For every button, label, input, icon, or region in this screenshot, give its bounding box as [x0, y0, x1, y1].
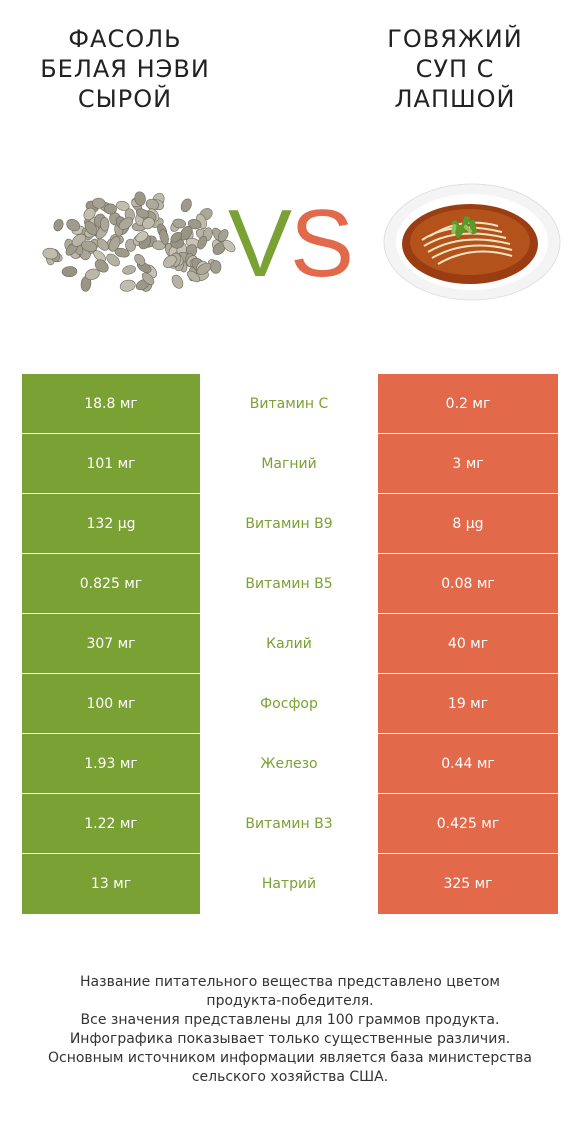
- right-value: 19 мг: [378, 674, 558, 733]
- nutrient-name: Калий: [200, 614, 378, 673]
- nutrient-name: Витамин B5: [200, 554, 378, 613]
- right-value: 3 мг: [378, 434, 558, 493]
- table-row: 0.825 мг Витамин B5 0.08 мг: [22, 554, 558, 614]
- left-value: 100 мг: [22, 674, 200, 733]
- table-row: 100 мг Фосфор 19 мг: [22, 674, 558, 734]
- left-value: 101 мг: [22, 434, 200, 493]
- right-value: 0.08 мг: [378, 554, 558, 613]
- left-value: 307 мг: [22, 614, 200, 673]
- footnote-line: Основным источником информации является …: [48, 1050, 532, 1066]
- left-value: 1.93 мг: [22, 734, 200, 793]
- nutrient-name: Витамин B9: [200, 494, 378, 553]
- left-value: 1.22 мг: [22, 794, 200, 853]
- right-value: 0.44 мг: [378, 734, 558, 793]
- left-value: 132 µg: [22, 494, 200, 553]
- right-value: 8 µg: [378, 494, 558, 553]
- footnote-line: Название питательного вещества представл…: [80, 974, 500, 990]
- comparison-table: 18.8 мг Витамин C 0.2 мг 101 мг Магний 3 мг 13…: [22, 374, 558, 914]
- table-row: 1.22 мг Витамин B3 0.425 мг: [22, 794, 558, 854]
- table-row: 1.93 мг Железо 0.44 мг: [22, 734, 558, 794]
- right-food-title: ГОВЯЖИЙ СУП С ЛАПШОЙ: [387, 25, 523, 113]
- footnote: Название питательного вещества представл…: [20, 973, 560, 1087]
- vs-letter-v: V: [228, 198, 292, 288]
- right-value: 0.425 мг: [378, 794, 558, 853]
- footnote-line: сельского хозяйства США.: [191, 1069, 389, 1085]
- vs-logo: V S: [228, 198, 354, 288]
- footnote-line: Все значения представлены для 100 граммо…: [80, 1012, 500, 1028]
- beef-noodle-soup-image: [383, 183, 561, 301]
- table-row: 132 µg Витамин B9 8 µg: [22, 494, 558, 554]
- white-beans-image: [42, 191, 236, 292]
- left-value: 18.8 мг: [22, 374, 200, 433]
- table-row: 307 мг Калий 40 мг: [22, 614, 558, 674]
- right-value: 40 мг: [378, 614, 558, 673]
- footnote-line: Инфографика показывает только существенн…: [69, 1031, 511, 1047]
- nutrient-name: Витамин C: [200, 374, 378, 433]
- nutrient-name: Железо: [200, 734, 378, 793]
- nutrient-name: Фосфор: [200, 674, 378, 733]
- nutrient-name: Натрий: [200, 854, 378, 914]
- nutrient-name: Магний: [200, 434, 378, 493]
- left-value: 13 мг: [22, 854, 200, 914]
- table-row: 101 мг Магний 3 мг: [22, 434, 558, 494]
- left-food-title: ФАСОЛЬ БЕЛАЯ НЭВИ СЫРОЙ: [40, 25, 210, 113]
- nutrient-name: Витамин B3: [200, 794, 378, 853]
- right-value: 325 мг: [378, 854, 558, 914]
- vs-letter-s: S: [290, 198, 354, 288]
- table-row: 18.8 мг Витамин C 0.2 мг: [22, 374, 558, 434]
- footnote-line: продукта-победителя.: [206, 993, 374, 1009]
- left-value: 0.825 мг: [22, 554, 200, 613]
- right-value: 0.2 мг: [378, 374, 558, 433]
- table-row: 13 мг Натрий 325 мг: [22, 854, 558, 914]
